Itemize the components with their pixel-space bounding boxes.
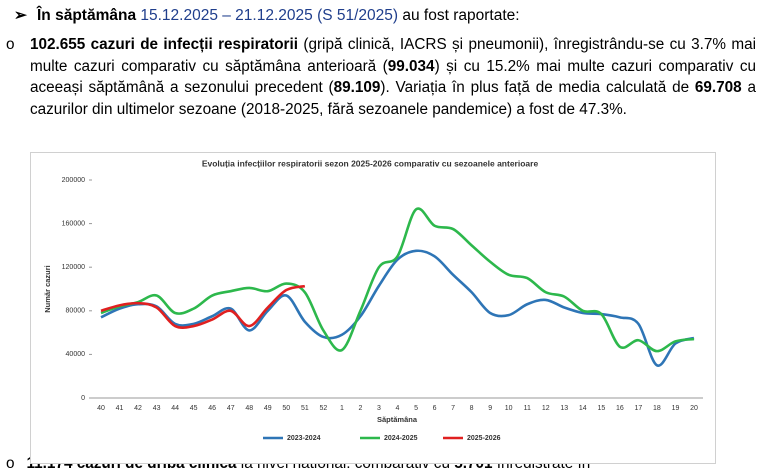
x-tick-label: 6 (433, 405, 437, 412)
x-tick-label: 2 (358, 405, 362, 412)
rest: au fost raportate: (402, 7, 520, 24)
x-tick-label: 12 (542, 405, 550, 412)
intro: În săptămâna (37, 7, 137, 24)
y-tick-label: 160000 (62, 220, 85, 227)
x-tick-label: 43 (153, 405, 161, 412)
x-tick-label: 9 (488, 405, 492, 412)
x-tick-label: 44 (171, 405, 179, 412)
x-tick-label: 47 (227, 405, 235, 412)
y-axis-label: Număr cazuri (43, 265, 52, 313)
x-tick-label: 8 (470, 405, 474, 412)
x-tick-label: 14 (579, 405, 587, 412)
x-tick-label: 42 (134, 405, 142, 412)
text-run: 69.708 (694, 79, 742, 96)
x-tick-label: 48 (245, 405, 253, 412)
x-tick-label: 10 (505, 405, 513, 412)
legend-label: 2023-2024 (287, 435, 321, 442)
series-line (100, 249, 695, 367)
x-axis-label: Săptămâna (377, 415, 418, 424)
chart-frame (30, 152, 716, 464)
y-tick-label: 0 (81, 395, 85, 402)
x-tick-label: 5 (414, 405, 418, 412)
text-run: 102.655 cazuri de infecții respiratorii (30, 36, 298, 53)
series-line (100, 207, 695, 353)
bullet-mark: o (6, 455, 15, 468)
x-tick-label: 20 (690, 405, 698, 412)
x-tick-label: 1 (340, 405, 344, 412)
x-tick-label: 13 (560, 405, 568, 412)
text-run: a cazurilor din ultimelor sezoane (2018-… (30, 79, 756, 118)
x-tick-label: 49 (264, 405, 272, 412)
text-run: ). Variația în plus față de media calcul… (380, 79, 695, 96)
x-tick-label: 11 (524, 405, 531, 412)
legend-label: 2024-2025 (384, 435, 418, 442)
text-run: ) și cu 15.2% mai multe cazuri comparati… (30, 57, 756, 97)
period: 15.12.2025 – 21.12.2025 (S 51/2025) (140, 7, 399, 24)
text-run: 89.109 (333, 79, 381, 96)
x-tick-label: 45 (190, 405, 198, 412)
chart-title: Evoluția infecțiilor respiratorii sezon … (202, 158, 539, 168)
series-line (100, 284, 306, 330)
x-tick-label: 52 (319, 405, 327, 412)
x-tick-label: 18 (653, 405, 661, 412)
arrow: ➢ (14, 7, 27, 24)
heading-bullet: ➢ În săptămâna 15.12.2025 – 21.12.2025 (S… (14, 6, 520, 25)
y-tick-label: 40000 (66, 351, 86, 358)
y-tick-label: 200000 (62, 177, 85, 184)
x-tick-label: 46 (208, 405, 216, 412)
x-tick-label: 16 (616, 405, 624, 412)
x-tick-label: 3 (377, 405, 381, 412)
paragraph: o 102.655 cazuri de infecții respiratorii… (6, 34, 756, 120)
x-tick-label: 41 (116, 405, 124, 412)
x-tick-label: 15 (597, 405, 605, 412)
text-run: 99.034 (387, 57, 435, 75)
text-run: (gripă clinică, IACRS și pneumonii), înr… (30, 36, 756, 75)
x-tick-label: 50 (282, 405, 290, 412)
legend-label: 2025-2026 (467, 435, 501, 442)
x-tick-label: 17 (635, 405, 643, 412)
x-tick-label: 4 (396, 405, 400, 412)
chart: Evoluția infecțiilor respiratorii sezon … (30, 152, 716, 464)
y-tick-label: 120000 (62, 264, 85, 271)
bullet-mark: o (6, 36, 15, 53)
x-tick-label: 7 (451, 405, 455, 412)
x-tick-label: 40 (97, 405, 105, 412)
x-tick-label: 19 (672, 405, 680, 412)
x-tick-label: 51 (301, 405, 309, 412)
y-tick-label: 80000 (66, 308, 86, 315)
